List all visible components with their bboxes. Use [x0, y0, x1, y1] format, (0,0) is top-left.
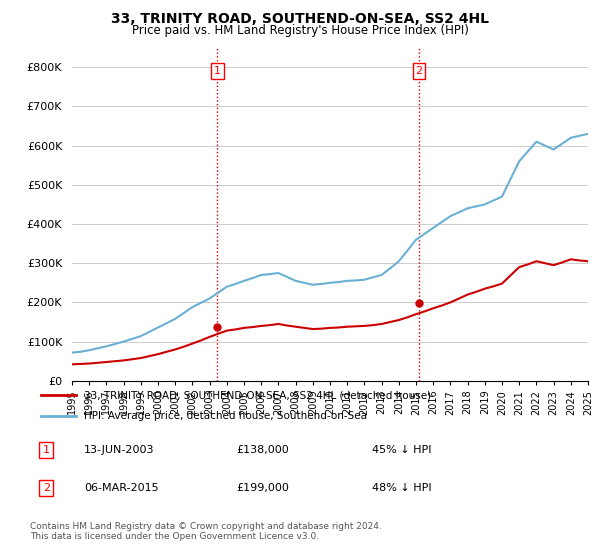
Text: Price paid vs. HM Land Registry's House Price Index (HPI): Price paid vs. HM Land Registry's House … — [131, 24, 469, 37]
Text: 2: 2 — [43, 483, 50, 493]
Text: 1: 1 — [43, 445, 50, 455]
Text: Contains HM Land Registry data © Crown copyright and database right 2024.
This d: Contains HM Land Registry data © Crown c… — [30, 522, 382, 542]
Text: 33, TRINITY ROAD, SOUTHEND-ON-SEA, SS2 4HL: 33, TRINITY ROAD, SOUTHEND-ON-SEA, SS2 4… — [111, 12, 489, 26]
Text: 45% ↓ HPI: 45% ↓ HPI — [372, 445, 431, 455]
Text: 13-JUN-2003: 13-JUN-2003 — [85, 445, 155, 455]
Text: £199,000: £199,000 — [236, 483, 289, 493]
Text: 33, TRINITY ROAD, SOUTHEND-ON-SEA, SS2 4HL (detached house): 33, TRINITY ROAD, SOUTHEND-ON-SEA, SS2 4… — [85, 390, 431, 400]
Text: £138,000: £138,000 — [236, 445, 289, 455]
Text: HPI: Average price, detached house, Southend-on-Sea: HPI: Average price, detached house, Sout… — [85, 411, 367, 421]
Text: 1: 1 — [214, 66, 221, 76]
Text: 06-MAR-2015: 06-MAR-2015 — [85, 483, 159, 493]
Text: 48% ↓ HPI: 48% ↓ HPI — [372, 483, 432, 493]
Text: 2: 2 — [415, 66, 422, 76]
